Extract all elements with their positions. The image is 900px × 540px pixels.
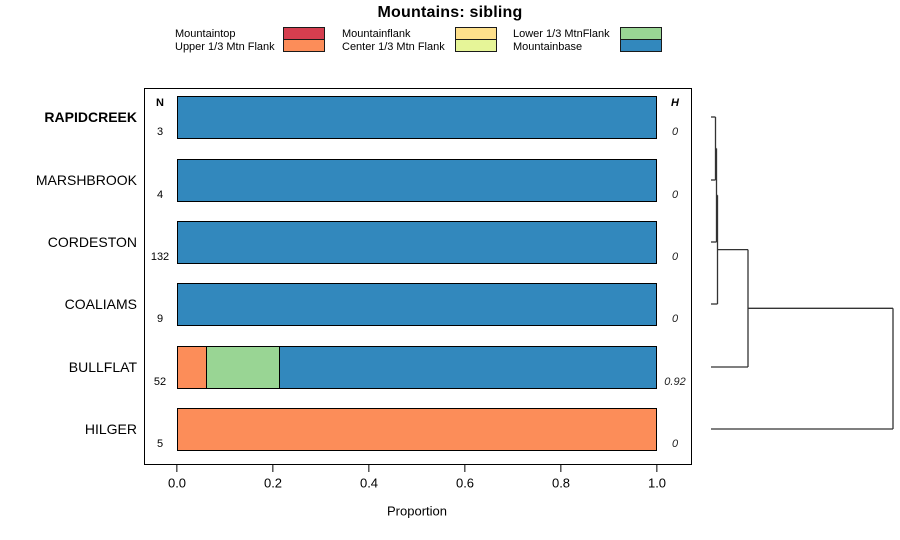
bar <box>177 158 657 202</box>
x-axis-tick <box>656 465 658 472</box>
row-label: HILGER <box>84 421 137 437</box>
n-value: 4 <box>156 189 164 201</box>
legend-label: Upper 1/3 Mtn Flank <box>175 40 275 53</box>
x-axis-tick-label: 0.4 <box>359 475 379 491</box>
bar-segment <box>178 283 656 325</box>
n-column-header: N <box>156 97 164 109</box>
h-value: 0 <box>671 126 679 138</box>
legend-swatch <box>620 38 662 52</box>
x-axis-title: Proportion <box>387 503 447 519</box>
h-value: 0 <box>671 438 679 450</box>
bar-segment <box>178 221 656 263</box>
legend-label: Mountaintop <box>175 27 236 40</box>
row-label: MARSHBROOK <box>35 172 137 188</box>
chart-title: Mountains: sibling <box>377 4 523 21</box>
h-column-header: H <box>671 97 679 109</box>
plot-area-frame <box>144 88 692 465</box>
row-label: BULLFLAT <box>68 359 137 375</box>
legend-label: Mountainflank <box>342 27 411 40</box>
bar <box>177 345 657 389</box>
n-value: 3 <box>156 126 164 138</box>
x-axis-tick <box>560 465 562 472</box>
bar-segment <box>178 346 206 388</box>
x-axis-tick-label: 0.2 <box>263 475 283 491</box>
n-value: 5 <box>156 438 164 450</box>
legend-label: Center 1/3 Mtn Flank <box>342 40 445 53</box>
bar-segment <box>279 346 656 388</box>
bar-segment <box>205 346 280 388</box>
legend-swatch <box>455 38 497 52</box>
row-label: COALIAMS <box>64 296 137 312</box>
h-value: 0 <box>671 251 679 263</box>
legend-label: Lower 1/3 MtnFlank <box>513 27 610 40</box>
x-axis-tick-label: 0.0 <box>167 475 187 491</box>
n-value: 9 <box>156 313 164 325</box>
row-label: RAPIDCREEK <box>44 109 137 125</box>
bar-segment <box>178 159 656 201</box>
n-value: 132 <box>150 251 170 263</box>
h-value: 0 <box>671 313 679 325</box>
legend-swatch <box>283 38 325 52</box>
bar <box>177 95 657 139</box>
bar <box>177 220 657 264</box>
x-axis-tick <box>464 465 466 472</box>
bar <box>177 282 657 326</box>
x-axis-tick-label: 0.6 <box>455 475 475 491</box>
x-axis-tick <box>368 465 370 472</box>
bar-segment <box>178 408 656 450</box>
legend-label: Mountainbase <box>513 40 583 53</box>
n-value: 52 <box>153 376 167 388</box>
x-axis-tick-label: 0.8 <box>551 475 571 491</box>
h-value: 0 <box>671 189 679 201</box>
x-axis-tick <box>176 465 178 472</box>
h-value: 0.92 <box>664 376 686 388</box>
bar <box>177 407 657 451</box>
bar-segment <box>178 96 656 138</box>
row-label: CORDESTON <box>47 234 137 250</box>
x-axis-tick-label: 1.0 <box>647 475 667 491</box>
x-axis-tick <box>272 465 274 472</box>
